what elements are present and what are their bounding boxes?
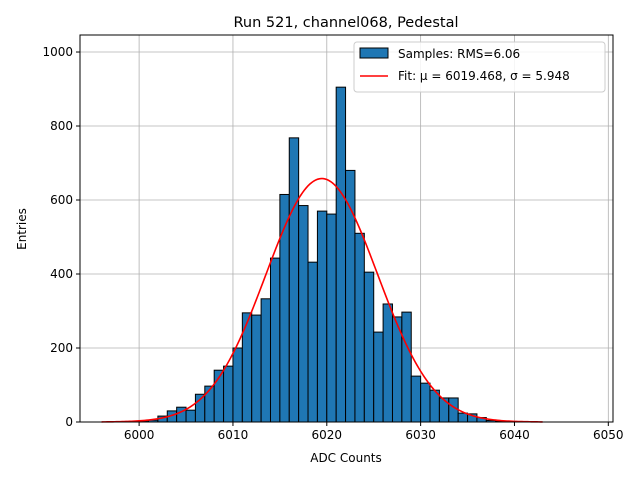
x-tick-label: 6050: [593, 428, 624, 442]
legend: Samples: RMS=6.06 Fit: μ = 6019.468, σ =…: [353, 41, 606, 93]
y-axis-label: Entries: [15, 208, 29, 250]
histogram-bar: [335, 86, 347, 423]
histogram-bar: [223, 365, 234, 423]
histogram-bar: [269, 257, 281, 423]
histogram-bar: [363, 271, 375, 423]
y-tick-label: 800: [50, 119, 73, 133]
legend-label-samples: Samples: RMS=6.06: [398, 47, 520, 61]
plot-frame: [79, 34, 614, 423]
histogram-bar: [251, 314, 262, 423]
y-tick-label: 600: [50, 193, 73, 207]
x-tick-label: 6000: [124, 428, 155, 442]
histogram-bar: [373, 331, 384, 423]
histogram-bar: [354, 232, 365, 423]
legend-patch-samples: [359, 47, 389, 59]
histogram-bar: [401, 311, 412, 423]
histogram-bar: [185, 409, 196, 423]
histogram-bar: [260, 298, 271, 423]
x-tick-label: 6040: [499, 428, 530, 442]
histogram-bar: [410, 375, 422, 423]
histogram-bar: [307, 261, 318, 423]
x-tick-label: 6010: [218, 428, 249, 442]
fit-curve: [101, 177, 543, 423]
y-tick-label: 1000: [42, 45, 73, 59]
histogram-bar: [438, 397, 450, 423]
histogram-bar: [232, 347, 243, 423]
histogram-bar: [457, 412, 469, 423]
x-axis-label: ADC Counts: [310, 451, 382, 465]
y-tick-label: 200: [50, 341, 73, 355]
histogram-bar: [298, 205, 309, 423]
histogram-bar: [420, 382, 431, 423]
histogram-bar: [316, 210, 328, 423]
histogram-bar: [204, 385, 215, 423]
histogram-bar: [382, 303, 393, 423]
histogram-bar: [288, 137, 300, 423]
x-tick-label: 6020: [312, 428, 343, 442]
chart-title: Run 521, channel068, Pedestal: [233, 15, 458, 31]
y-tick-label: 0: [65, 415, 73, 429]
histogram-bar: [326, 213, 337, 423]
histogram-bar: [448, 397, 459, 423]
legend-label-fit: Fit: μ = 6019.468, σ = 5.948: [398, 69, 570, 83]
x-tick-label: 6030: [405, 428, 436, 442]
y-tick-label: 400: [50, 267, 73, 281]
